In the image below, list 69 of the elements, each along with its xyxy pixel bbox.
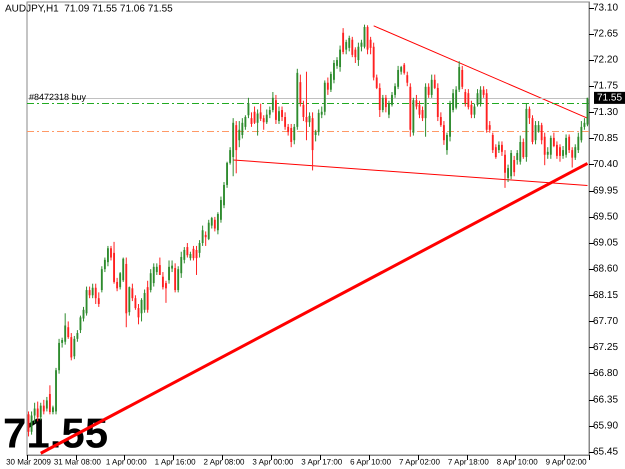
y-tick-label: 69.05 xyxy=(593,238,618,249)
y-tick-label: 73.10 xyxy=(593,2,618,14)
candlestick xyxy=(534,120,536,145)
y-tick-label: 71.75 xyxy=(593,80,618,92)
x-tick-label: 2 Apr 08:00 xyxy=(204,458,246,466)
candlestick xyxy=(382,94,384,113)
y-tick-label: 70.40 xyxy=(593,159,618,170)
candlestick xyxy=(480,86,482,108)
candlestick xyxy=(274,94,277,124)
ref-line-label: #8472318 buy xyxy=(29,92,87,102)
y-tick-label: 67.25 xyxy=(593,342,618,354)
candlestick xyxy=(214,216,216,232)
candlestick xyxy=(559,144,561,162)
candlestick xyxy=(256,108,259,136)
y-tick-label: 65.90 xyxy=(593,420,618,432)
x-tick-label: 3 Apr 00:00 xyxy=(252,458,294,466)
candlestick xyxy=(366,24,369,55)
candlestick xyxy=(345,39,348,55)
candlestick xyxy=(428,82,430,98)
candlestick xyxy=(196,245,198,276)
y-tick-label: 72.20 xyxy=(593,54,618,66)
candlestick xyxy=(510,150,512,180)
y-tick-label: 67.70 xyxy=(593,316,618,327)
candlestick xyxy=(339,45,342,72)
candlestick xyxy=(278,106,280,124)
candlestick xyxy=(88,286,91,299)
candlestick xyxy=(384,94,387,113)
candlestick xyxy=(64,312,66,346)
y-tick-label: 66.35 xyxy=(593,394,618,406)
candlestick xyxy=(550,135,552,160)
candlestick xyxy=(357,42,360,66)
x-tick-label: 30 Mar 2009 xyxy=(6,458,52,466)
candlestick xyxy=(146,280,149,314)
x-tick-label: 9 Apr 02:00 xyxy=(546,458,588,466)
candlestick xyxy=(513,155,516,177)
ref-line-label: 71.55 xyxy=(597,92,622,104)
chart-title: AUDJPY,H1 71.09 71.55 71.06 71.55 xyxy=(5,4,174,14)
candlestick xyxy=(186,242,188,258)
y-tick-label: 69.50 xyxy=(593,211,618,222)
candlestick xyxy=(48,384,51,415)
candlestick xyxy=(254,106,256,124)
candlestick xyxy=(498,140,500,154)
y-tick-label: 71.30 xyxy=(593,106,618,118)
y-tick-label: 69.95 xyxy=(593,185,618,196)
candlestick xyxy=(168,260,170,284)
candlestick xyxy=(174,262,176,293)
x-tick-label: 3 Apr 17:00 xyxy=(301,458,343,466)
x-tick-label: 6 Apr 10:00 xyxy=(350,458,392,466)
x-tick-label: 7 Apr 18:00 xyxy=(448,458,490,466)
candlestick xyxy=(364,24,366,49)
x-tick-label: 1 Apr 00:00 xyxy=(106,458,148,466)
y-tick-label: 68.60 xyxy=(593,264,618,275)
candlestick xyxy=(342,28,344,55)
x-tick-label: 1 Apr 16:00 xyxy=(154,458,196,466)
candlestick xyxy=(308,112,310,128)
candlestick xyxy=(326,77,329,96)
candlestick xyxy=(306,71,308,141)
y-tick-label: 66.80 xyxy=(593,368,618,380)
candlestick xyxy=(522,138,524,160)
candlestick xyxy=(565,134,568,158)
candlestick xyxy=(92,283,94,299)
y-tick-label: 68.15 xyxy=(593,290,618,301)
x-tick-label: 7 Apr 02:00 xyxy=(399,458,440,466)
y-tick-label: 65.45 xyxy=(593,446,618,458)
candlestick xyxy=(46,396,48,412)
y-tick-label: 72.65 xyxy=(593,28,618,40)
y-tick-label: 70.85 xyxy=(593,132,618,144)
x-tick-label: 8 Apr 10:00 xyxy=(496,458,538,466)
x-tick-label: 31 Mar 08:00 xyxy=(54,458,102,466)
